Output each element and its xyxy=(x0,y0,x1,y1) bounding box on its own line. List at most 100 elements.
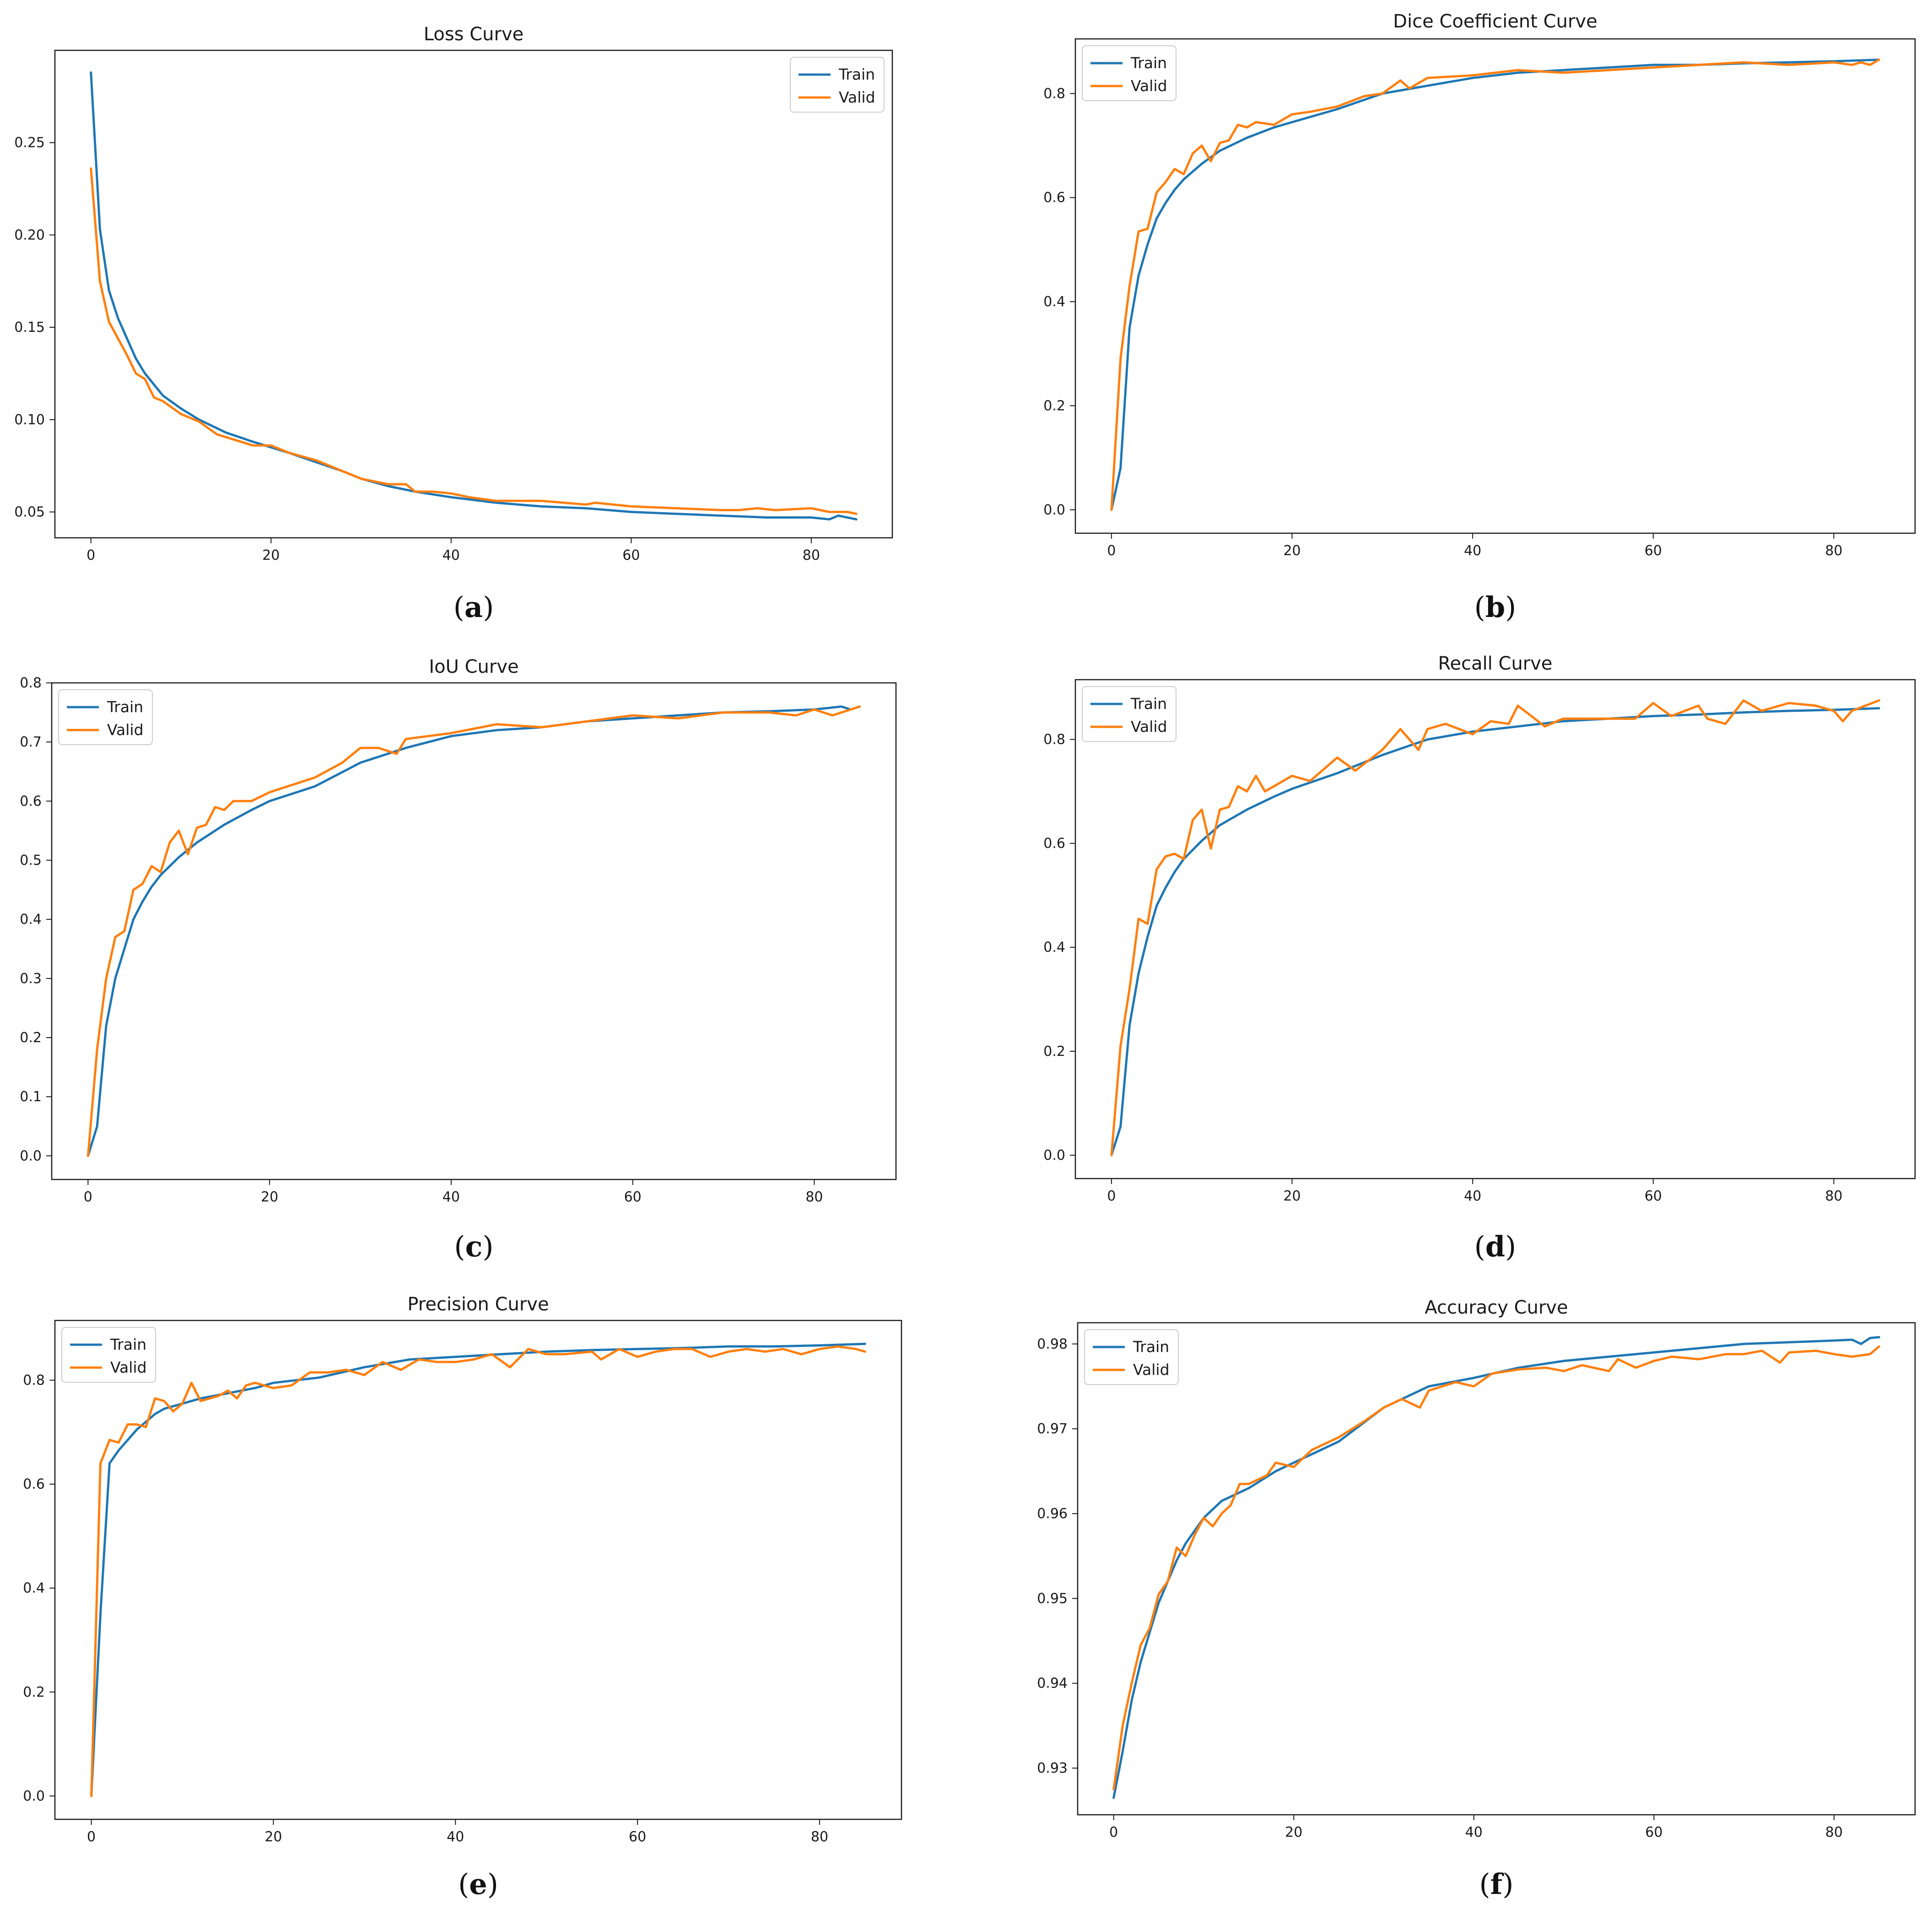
y-tick-label: 0.8 xyxy=(1043,732,1065,748)
series-layer xyxy=(90,71,858,521)
plot-frame xyxy=(1077,1322,1916,1816)
x-tick-label: 40 xyxy=(1464,543,1481,559)
legend-label-valid: Valid xyxy=(110,1358,147,1376)
x-tick-label: 60 xyxy=(624,1189,642,1205)
chart-title: Precision Curve xyxy=(407,1294,549,1315)
x-tick-label: 20 xyxy=(1283,1188,1301,1204)
series-line-valid xyxy=(1110,59,1880,511)
y-tick-label: 0.10 xyxy=(14,412,45,428)
legend-label-valid: Valid xyxy=(1131,77,1167,95)
y-tick-label: 0.2 xyxy=(1043,1044,1065,1060)
series-line-train xyxy=(1112,1336,1880,1799)
chart-title: Recall Curve xyxy=(1438,653,1552,674)
y-tick-label: 0.20 xyxy=(14,227,45,243)
legend-label-train: Train xyxy=(1130,695,1167,713)
panel-caption: (f) xyxy=(1479,1867,1513,1901)
legend: Train Valid xyxy=(1082,45,1176,101)
panel-letter: f xyxy=(1490,1867,1504,1901)
panel-caption: (e) xyxy=(458,1867,498,1901)
y-tick-label: 0.4 xyxy=(1043,940,1065,956)
chart-panel-recall: Recall Curve 0 20 40 60 80 0.0 0.2 0.4 0.6 0.8 Tr… xyxy=(1043,653,1916,1263)
series-line-valid xyxy=(1112,1345,1880,1791)
x-tick-label: 80 xyxy=(1825,543,1842,559)
panel-caption: (b) xyxy=(1474,590,1516,624)
chart-panel-loss: Loss Curve 0 20 40 60 80 0.05 0.10 0.15 0.20 0.25… xyxy=(14,24,893,624)
series-line-train xyxy=(90,1342,866,1797)
y-tick-label: 0.0 xyxy=(20,1148,42,1164)
x-tick-label: 80 xyxy=(1825,1824,1843,1840)
y-tick-label: 0.1 xyxy=(20,1089,42,1105)
x-tick-label: 80 xyxy=(805,1189,823,1205)
y-tick-label: 0.15 xyxy=(14,319,45,335)
legend-label-valid: Valid xyxy=(107,721,144,739)
ticks: 0 20 40 60 80 0.0 0.2 0.4 0.6 0.8 xyxy=(23,1373,828,1845)
x-tick-label: 60 xyxy=(1645,543,1662,559)
x-tick-label: 20 xyxy=(1283,543,1301,559)
y-tick-label: 0.6 xyxy=(23,1477,45,1493)
y-tick-label: 0.5 xyxy=(20,853,42,869)
legend: Train Valid xyxy=(790,57,885,113)
legend-label-train: Train xyxy=(110,1336,146,1353)
x-tick-label: 20 xyxy=(1285,1824,1302,1840)
panel-letter: d xyxy=(1485,1230,1505,1263)
chart-panel-precision: Precision Curve 0 20 40 60 80 0.0 0.2 0.4 0.6 0.8… xyxy=(23,1294,902,1901)
x-tick-label: 60 xyxy=(1645,1824,1662,1840)
panel-letter: c xyxy=(465,1230,483,1263)
series-layer xyxy=(86,705,861,1157)
series-line-valid xyxy=(86,705,861,1157)
x-tick-label: 0 xyxy=(84,1189,92,1205)
x-tick-label: 40 xyxy=(443,547,460,563)
legend: Train Valid xyxy=(1084,1329,1179,1385)
ticks: 0 20 40 60 80 0.0 0.2 0.4 0.6 0.8 xyxy=(1043,732,1842,1204)
chart-panel-accuracy: Accuracy Curve 0 20 40 60 80 0.93 0.94 0.95 0.96… xyxy=(1037,1297,1916,1901)
ticks: 0 20 40 60 80 0.93 0.94 0.95 0.96 0.97 0.98 xyxy=(1037,1336,1843,1840)
panel-caption: (d) xyxy=(1474,1230,1516,1263)
y-tick-label: 0.6 xyxy=(1043,190,1065,206)
panel-caption: (c) xyxy=(454,1230,493,1263)
legend-label-valid: Valid xyxy=(1131,718,1167,736)
y-tick-label: 0.4 xyxy=(20,912,42,928)
chart-title: Dice Coefficient Curve xyxy=(1393,11,1597,32)
y-tick-label: 0.3 xyxy=(20,971,42,987)
x-tick-label: 60 xyxy=(622,547,640,563)
chart-panel-dice: Dice Coefficient Curve 0 20 40 60 80 0.0 0.2 0.… xyxy=(1043,11,1916,624)
y-tick-label: 0.0 xyxy=(1043,502,1065,518)
legend: Train Valid xyxy=(61,1327,156,1383)
y-tick-label: 0.6 xyxy=(1043,836,1065,852)
x-tick-label: 0 xyxy=(1107,1188,1116,1204)
series-layer xyxy=(1112,1336,1880,1799)
y-tick-label: 0.25 xyxy=(14,135,45,151)
chart-title: IoU Curve xyxy=(429,656,518,677)
series-line-valid xyxy=(90,167,858,515)
y-tick-label: 0.93 xyxy=(1037,1760,1068,1776)
x-tick-label: 60 xyxy=(629,1829,646,1845)
legend-label-train: Train xyxy=(1130,54,1167,72)
plot-frame xyxy=(1074,38,1916,534)
x-tick-label: 60 xyxy=(1645,1188,1662,1204)
series-line-valid xyxy=(90,1345,866,1797)
y-tick-label: 0.2 xyxy=(23,1684,45,1700)
y-tick-label: 0.0 xyxy=(23,1788,45,1804)
y-tick-label: 0.97 xyxy=(1037,1421,1068,1437)
x-tick-label: 40 xyxy=(443,1189,460,1205)
y-tick-label: 0.0 xyxy=(1043,1147,1065,1163)
legend-label-valid: Valid xyxy=(1133,1361,1170,1379)
chart-title: Accuracy Curve xyxy=(1425,1297,1568,1318)
x-tick-label: 0 xyxy=(86,547,95,563)
y-tick-label: 0.7 xyxy=(20,734,42,750)
x-tick-label: 0 xyxy=(1109,1824,1118,1840)
plot-frame xyxy=(54,49,893,539)
plot-frame xyxy=(1074,679,1916,1179)
plot-frame xyxy=(54,1320,902,1820)
y-tick-label: 0.94 xyxy=(1037,1676,1068,1692)
y-tick-label: 0.8 xyxy=(1043,86,1065,102)
x-tick-label: 80 xyxy=(803,547,820,563)
series-line-valid xyxy=(1110,699,1880,1157)
series-layer xyxy=(90,1342,866,1797)
legend-label-train: Train xyxy=(1133,1338,1169,1356)
panel-caption: (a) xyxy=(453,590,494,624)
legend-label-valid: Valid xyxy=(839,88,875,106)
legend: Train Valid xyxy=(1082,686,1176,742)
y-tick-label: 0.2 xyxy=(20,1030,42,1046)
y-tick-label: 0.8 xyxy=(23,1373,45,1389)
